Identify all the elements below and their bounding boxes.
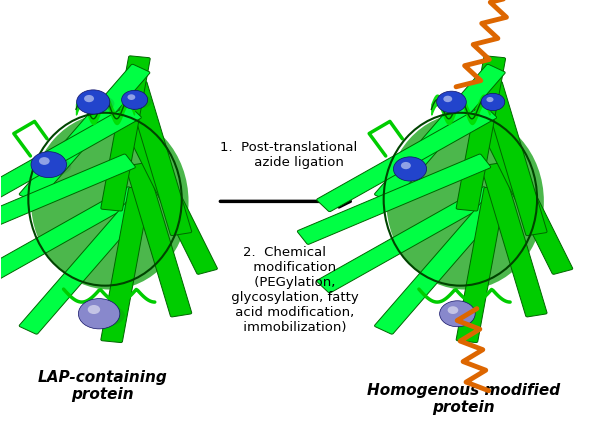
Text: 1.  Post-translational
     azide ligation: 1. Post-translational azide ligation [220,141,357,168]
FancyBboxPatch shape [456,57,506,211]
Circle shape [39,158,49,165]
FancyBboxPatch shape [0,106,142,212]
FancyBboxPatch shape [126,164,192,317]
FancyBboxPatch shape [0,187,142,293]
Circle shape [401,163,411,170]
Circle shape [84,96,94,103]
FancyBboxPatch shape [19,65,150,203]
FancyBboxPatch shape [374,196,505,334]
Circle shape [87,305,100,314]
FancyBboxPatch shape [0,155,136,245]
FancyBboxPatch shape [317,187,497,293]
Ellipse shape [79,304,125,327]
FancyBboxPatch shape [456,188,506,343]
Ellipse shape [78,95,114,114]
Circle shape [79,299,120,329]
Ellipse shape [31,114,189,290]
Text: Homogenous modified
protein: Homogenous modified protein [367,382,560,414]
FancyBboxPatch shape [374,65,505,203]
FancyBboxPatch shape [317,106,497,212]
FancyBboxPatch shape [126,125,217,275]
FancyBboxPatch shape [481,164,547,317]
Circle shape [443,96,452,103]
Circle shape [127,95,135,101]
Circle shape [487,98,493,103]
Ellipse shape [32,157,71,177]
FancyBboxPatch shape [101,188,150,343]
Circle shape [121,91,148,110]
Circle shape [437,92,466,114]
FancyBboxPatch shape [481,125,573,275]
Text: LAP-containing
protein: LAP-containing protein [37,369,167,401]
FancyBboxPatch shape [126,82,192,236]
FancyBboxPatch shape [101,57,150,211]
Circle shape [31,152,67,178]
Text: 2.  Chemical
     modification
     (PEGylation,
     glycosylation, fatty
     : 2. Chemical modification (PEGylation, gl… [210,245,359,333]
Circle shape [447,306,458,314]
Circle shape [481,94,505,112]
Circle shape [77,91,109,115]
Ellipse shape [386,114,544,290]
FancyBboxPatch shape [19,196,150,334]
Circle shape [393,158,427,182]
Ellipse shape [123,95,152,109]
FancyBboxPatch shape [298,155,491,245]
Circle shape [440,301,475,327]
FancyBboxPatch shape [481,82,547,236]
